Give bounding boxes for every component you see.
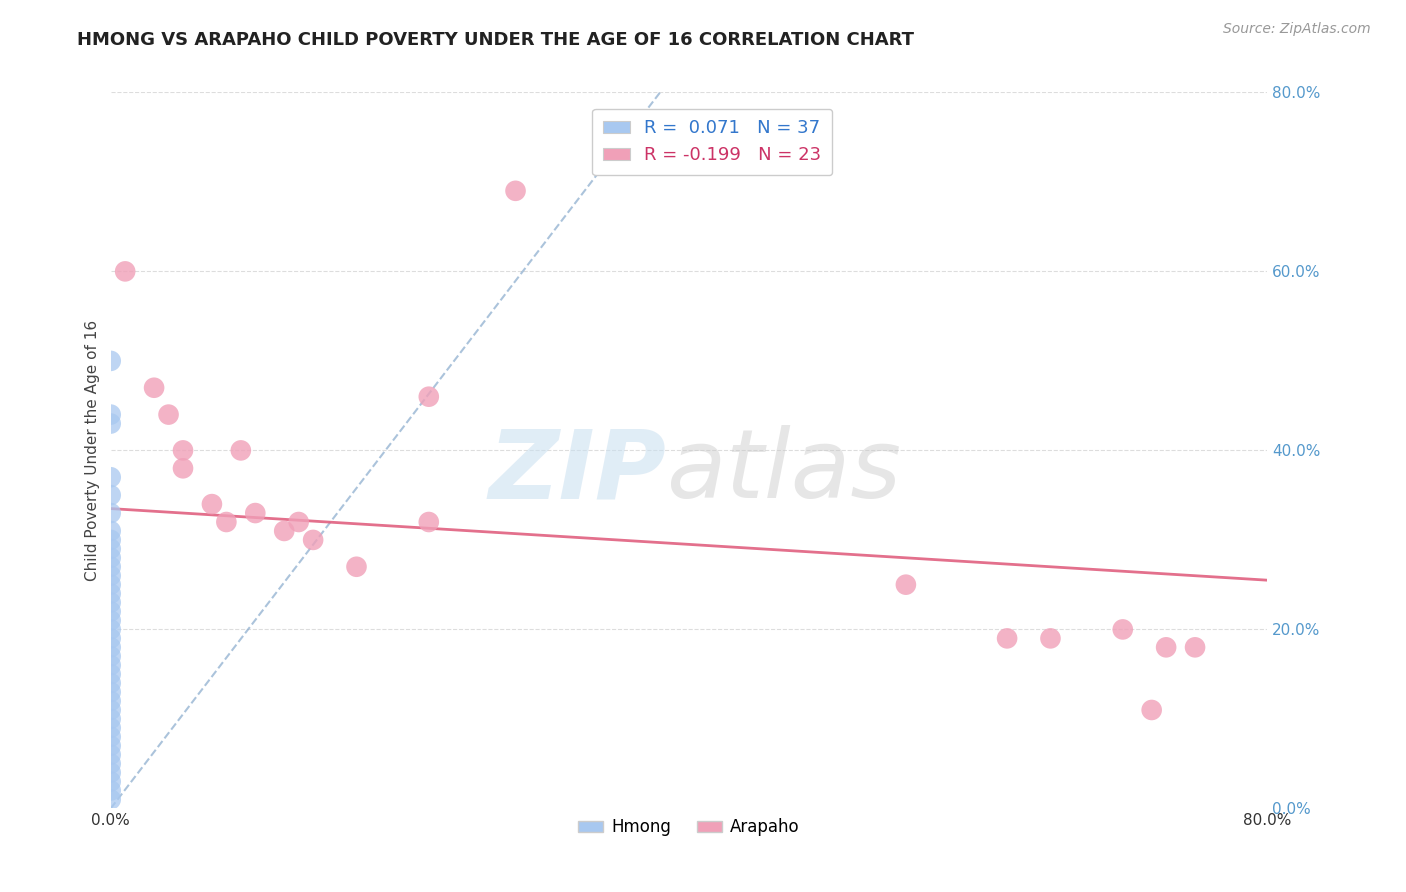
Point (201, 497, 224, 511)
Point (100, 703, 122, 717)
Point (100, 614, 122, 628)
Y-axis label: Child Poverty Under the Age of 16: Child Poverty Under the Age of 16 (86, 320, 100, 581)
Point (100, 568, 122, 582)
Point (1112, 623, 1135, 637)
Text: atlas: atlas (666, 425, 901, 518)
Point (100, 783, 122, 797)
Point (100, 417, 122, 431)
Point (245, 506, 267, 520)
Point (100, 354, 122, 368)
Text: HMONG VS ARAPAHO CHILD POVERTY UNDER THE AGE OF 16 CORRELATION CHART: HMONG VS ARAPAHO CHILD POVERTY UNDER THE… (77, 31, 914, 49)
Point (215, 515, 238, 529)
Point (1184, 640, 1206, 655)
Point (505, 184, 527, 198)
Point (100, 596, 122, 610)
Point (346, 559, 368, 574)
Text: ZIP: ZIP (488, 425, 666, 518)
Point (100, 559, 122, 574)
Point (100, 774, 122, 789)
Point (100, 577, 122, 591)
Point (100, 676, 122, 690)
Point (114, 264, 136, 278)
Point (100, 792, 122, 806)
Point (1039, 632, 1062, 646)
Point (418, 390, 440, 404)
Point (100, 550, 122, 565)
Point (1140, 703, 1163, 717)
Point (302, 533, 325, 547)
Point (100, 765, 122, 780)
Point (100, 541, 122, 556)
Text: Source: ZipAtlas.com: Source: ZipAtlas.com (1223, 22, 1371, 37)
Point (100, 408, 122, 422)
Point (894, 577, 917, 591)
Legend: Hmong, Arapaho: Hmong, Arapaho (572, 812, 806, 843)
Point (418, 515, 440, 529)
Point (100, 739, 122, 753)
Point (100, 685, 122, 699)
Point (100, 730, 122, 744)
Point (100, 623, 122, 637)
Point (100, 640, 122, 655)
Point (100, 649, 122, 664)
Point (273, 524, 295, 538)
Point (100, 632, 122, 646)
Point (100, 524, 122, 538)
Point (100, 586, 122, 600)
Point (100, 605, 122, 619)
Point (100, 667, 122, 681)
Point (100, 721, 122, 735)
Point (229, 443, 252, 458)
Point (100, 694, 122, 708)
Point (100, 488, 122, 502)
Point (100, 712, 122, 726)
Point (100, 756, 122, 771)
Point (157, 408, 180, 422)
Point (172, 443, 194, 458)
Point (100, 470, 122, 484)
Point (172, 461, 194, 475)
Point (143, 381, 166, 395)
Point (100, 506, 122, 520)
Point (100, 747, 122, 762)
Point (287, 515, 309, 529)
Point (100, 533, 122, 547)
Point (995, 632, 1018, 646)
Point (100, 658, 122, 673)
Point (1154, 640, 1177, 655)
